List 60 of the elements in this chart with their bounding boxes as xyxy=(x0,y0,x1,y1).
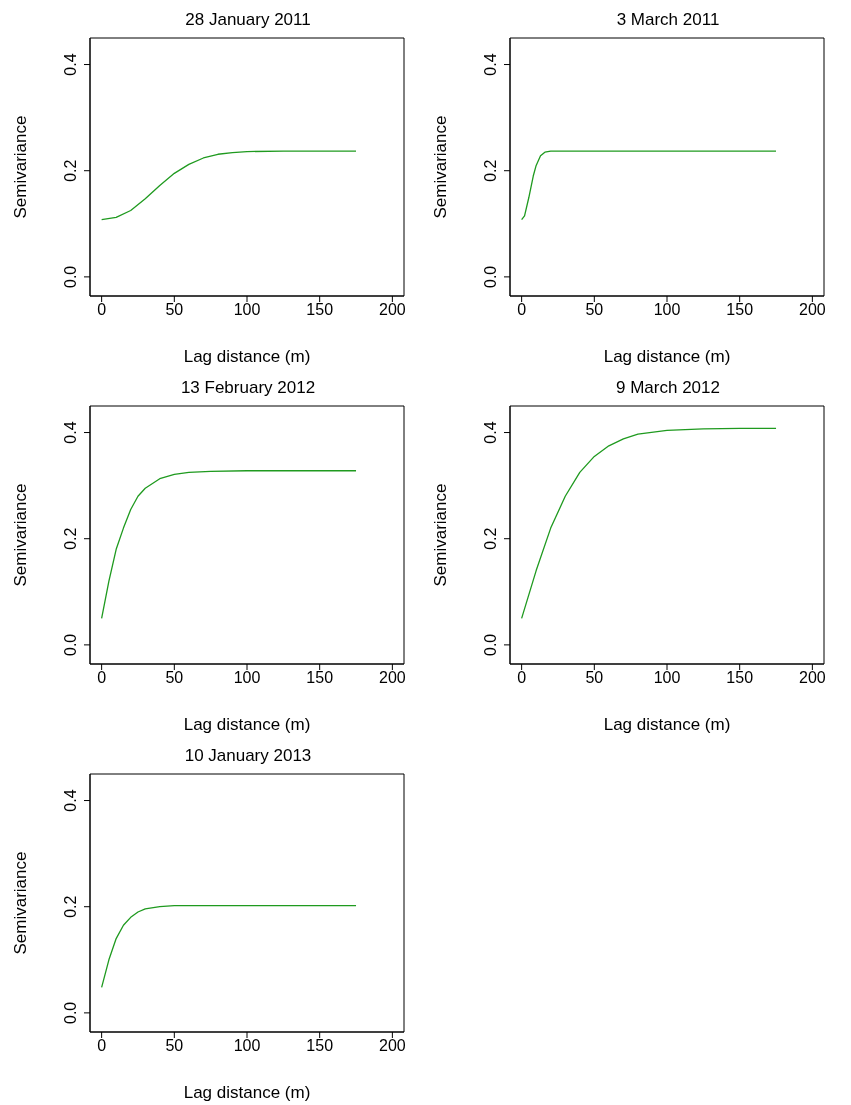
x-tick-label: 100 xyxy=(233,669,261,687)
y-tick-label: 0.0 xyxy=(62,265,79,289)
chart-title: 13 February 2012 xyxy=(179,377,317,399)
line-series xyxy=(520,150,777,221)
y-tick-label: 0.4 xyxy=(482,421,499,444)
x-tick-label: 100 xyxy=(653,669,681,687)
y-axis-title: Semivariance xyxy=(11,851,31,955)
y-tick-label: 0.2 xyxy=(62,527,79,550)
y-tick-label: 0.4 xyxy=(62,789,79,812)
x-tick-label: 0 xyxy=(517,669,527,687)
y-tick-label: 0.4 xyxy=(62,53,79,76)
y-tick-label: 0.2 xyxy=(482,159,499,182)
y-tick-label: 0.2 xyxy=(62,159,79,182)
x-axis-title: Lag distance (m) xyxy=(183,1083,311,1102)
y-tick-label: 0.2 xyxy=(62,895,79,918)
x-tick-label: 0 xyxy=(97,301,107,319)
chart-title: 3 March 2011 xyxy=(615,9,721,31)
y-axis-title: Semivariance xyxy=(431,115,451,219)
y-tick-label: 0.0 xyxy=(482,633,499,657)
x-tick-label: 100 xyxy=(653,301,681,319)
x-tick-label: 150 xyxy=(306,669,334,687)
y-tick-label: 0.4 xyxy=(62,421,79,444)
x-tick-label: 150 xyxy=(726,669,754,687)
x-tick-label: 200 xyxy=(379,301,406,319)
x-axis-title: Lag distance (m) xyxy=(603,347,731,366)
x-tick-label: 100 xyxy=(233,301,261,319)
y-tick-label: 0.0 xyxy=(62,633,79,657)
line-series xyxy=(100,470,357,619)
chart-title: 28 January 2011 xyxy=(184,9,312,31)
y-tick-label: 0.4 xyxy=(482,53,499,76)
x-tick-label: 200 xyxy=(379,1037,406,1055)
x-tick-label: 0 xyxy=(97,1037,107,1055)
x-tick-label: 100 xyxy=(233,1037,261,1055)
x-tick-label: 50 xyxy=(165,669,184,687)
x-tick-label: 50 xyxy=(585,669,604,687)
x-tick-label: 200 xyxy=(799,669,826,687)
y-tick-label: 0.0 xyxy=(62,1001,79,1025)
y-axis-title: Semivariance xyxy=(11,115,31,219)
x-tick-label: 200 xyxy=(799,301,826,319)
x-tick-label: 50 xyxy=(165,1037,184,1055)
x-tick-label: 200 xyxy=(379,669,406,687)
y-tick-label: 0.0 xyxy=(482,265,499,289)
y-axis-title: Semivariance xyxy=(431,483,451,587)
y-tick-label: 0.2 xyxy=(482,527,499,550)
x-tick-label: 50 xyxy=(165,301,184,319)
line-series xyxy=(100,150,357,221)
x-tick-label: 150 xyxy=(726,301,754,319)
x-tick-label: 0 xyxy=(517,301,527,319)
chart-title: 9 March 2012 xyxy=(615,377,721,399)
x-tick-label: 50 xyxy=(585,301,604,319)
x-axis-title: Lag distance (m) xyxy=(603,715,731,734)
x-tick-label: 150 xyxy=(306,1037,334,1055)
x-axis-title: Lag distance (m) xyxy=(183,347,311,366)
line-series xyxy=(100,905,357,989)
line-series xyxy=(520,427,777,619)
chart-title: 10 January 2013 xyxy=(183,745,313,767)
x-tick-label: 0 xyxy=(97,669,107,687)
x-axis-title: Lag distance (m) xyxy=(183,715,311,734)
y-axis-title: Semivariance xyxy=(11,483,31,587)
x-tick-label: 150 xyxy=(306,301,334,319)
